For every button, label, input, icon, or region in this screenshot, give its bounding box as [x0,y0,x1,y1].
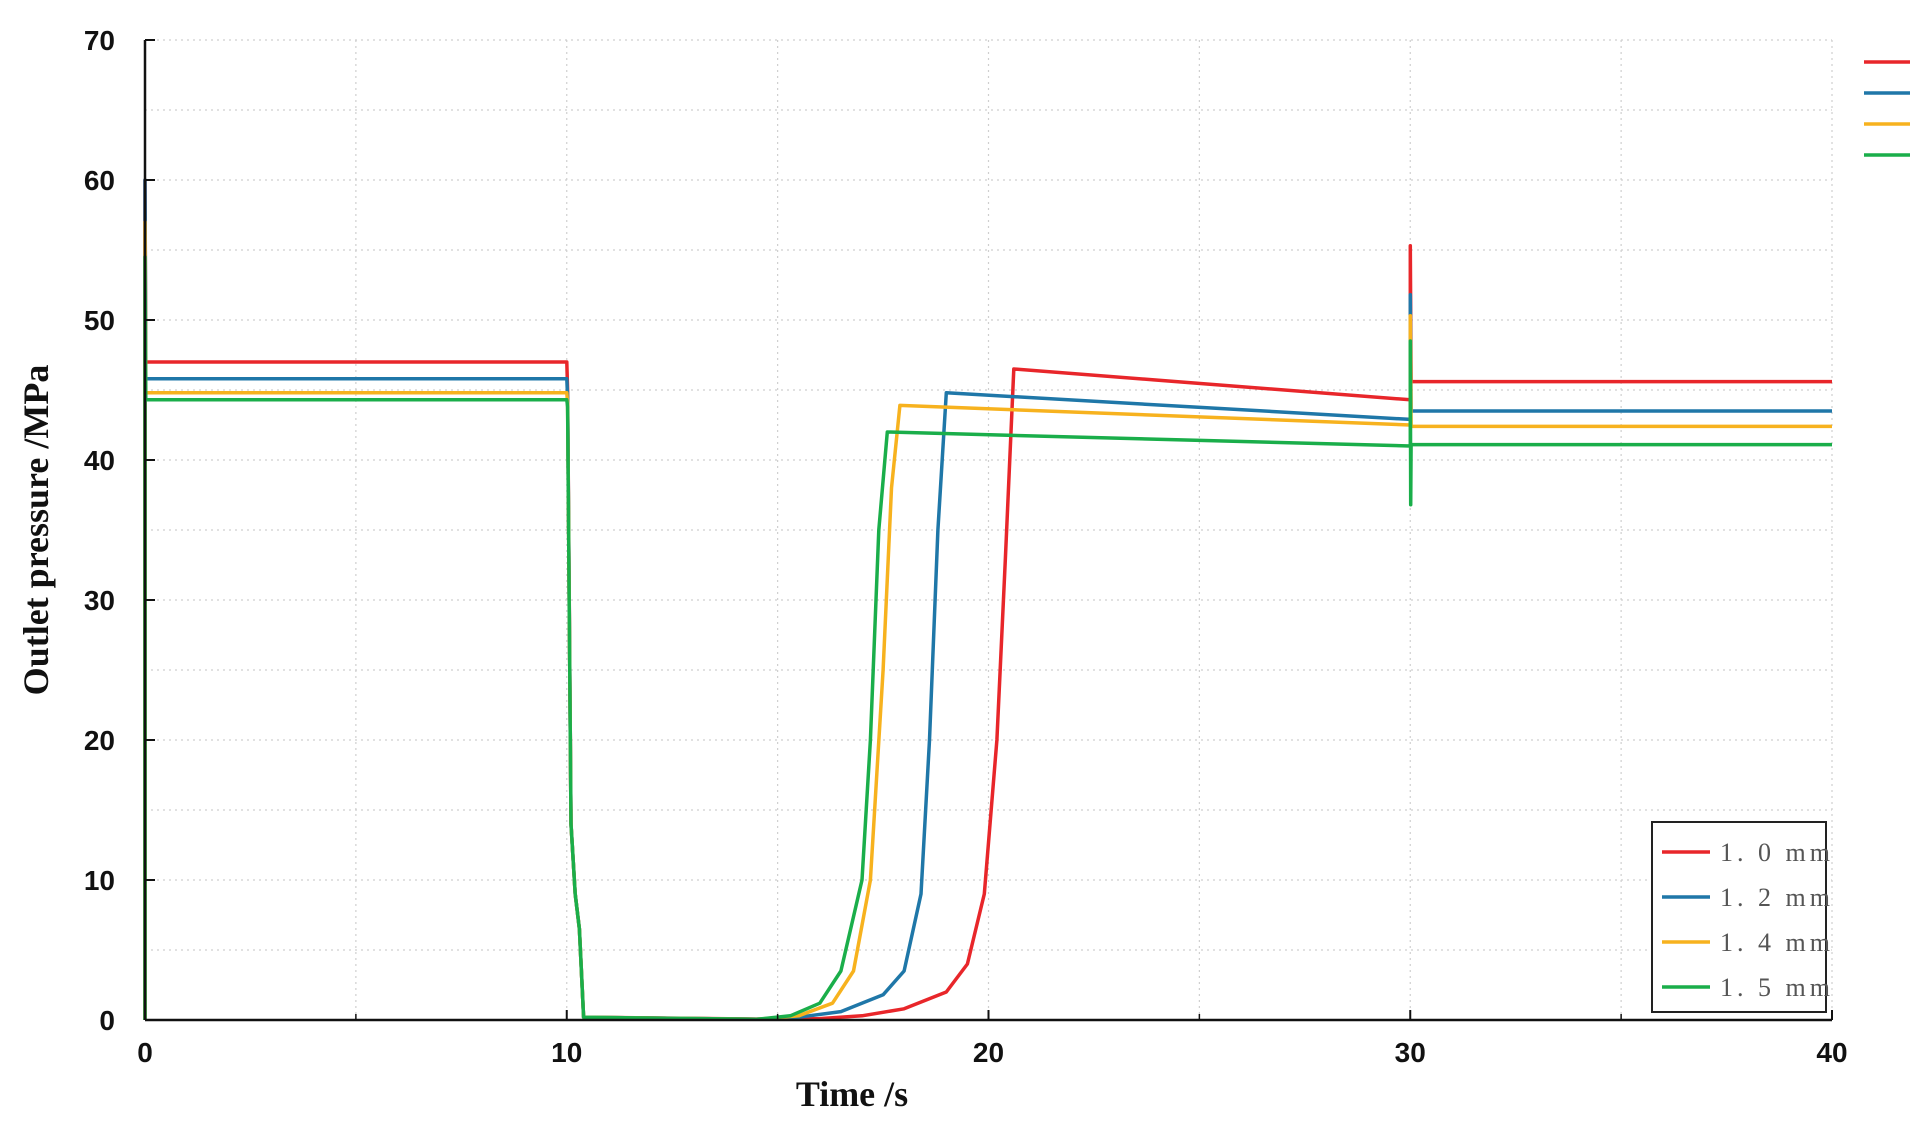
top-right-legend-swatches [1864,60,1910,157]
y-tick-label: 10 [84,865,115,896]
x-tick-label: 40 [1816,1037,1847,1068]
series-line-2 [143,178,1832,1022]
series-line-4 [143,255,1832,1022]
series-line-3 [143,220,1832,1022]
x-axis-title: Time /s [796,1074,908,1114]
x-tick-label: 10 [551,1037,582,1068]
tick-marks [144,39,1833,1021]
legend-label-1: 1. 0 mm [1720,838,1834,867]
tick-labels: 0 10 20 30 40 0 10 20 30 40 50 60 70 [84,25,1848,1068]
y-tick-label: 70 [84,25,115,56]
legend: 1. 0 mm 1. 2 mm 1. 4 mm 1. 5 mm [1651,821,1834,1013]
y-tick-label: 30 [84,585,115,616]
legend-label-4: 1. 5 mm [1720,973,1834,1002]
x-tick-label: 0 [137,1037,153,1068]
y-tick-label: 40 [84,445,115,476]
y-tick-label: 50 [84,305,115,336]
legend-label-2: 1. 2 mm [1720,883,1834,912]
y-tick-label: 20 [84,725,115,756]
legend-label-3: 1. 4 mm [1720,928,1834,957]
y-tick-label: 0 [99,1005,115,1036]
series-lines [143,178,1832,1022]
y-axis-title: Outlet pressure /MPa [16,365,56,696]
x-tick-label: 20 [973,1037,1004,1068]
x-tick-label: 30 [1395,1037,1426,1068]
grid-lines [145,39,1833,1020]
y-tick-label: 60 [84,165,115,196]
